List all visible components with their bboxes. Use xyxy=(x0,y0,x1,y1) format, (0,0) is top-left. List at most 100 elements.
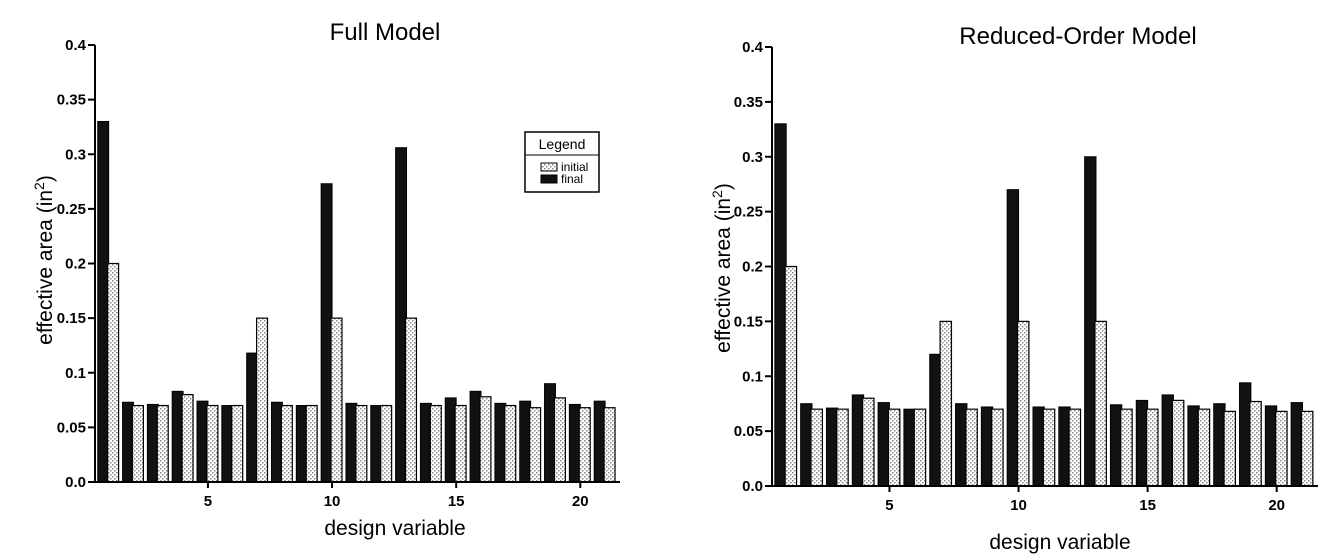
bar-initial xyxy=(529,407,542,483)
bar-final xyxy=(1006,189,1020,487)
bar-final xyxy=(221,405,234,483)
bar-final xyxy=(877,402,890,487)
bar-initial xyxy=(1016,320,1030,487)
bar-final xyxy=(1058,406,1071,487)
bar-final xyxy=(270,401,283,483)
bar-initial xyxy=(454,404,467,483)
bar-initial xyxy=(1171,399,1185,487)
y-tick-label: 0.2 xyxy=(65,256,86,273)
bar-final xyxy=(1290,402,1304,487)
y-tick-label: 0.15 xyxy=(734,313,763,330)
legend-swatch-initial xyxy=(540,162,558,172)
bar-initial xyxy=(280,404,293,483)
bar-final xyxy=(196,400,209,483)
bar-final xyxy=(1264,405,1278,487)
x-axis-title: design variable xyxy=(989,531,1130,554)
chart-title: Reduced-Order Model xyxy=(959,23,1196,50)
bar-final xyxy=(320,183,333,483)
bar-final xyxy=(246,352,259,483)
bar-initial xyxy=(1197,408,1211,487)
y-tick-label: 0.05 xyxy=(57,419,86,436)
bar-initial xyxy=(1223,410,1237,487)
bar-initial xyxy=(603,407,616,483)
bar-initial xyxy=(836,408,849,487)
chart-full-model: Full Model design variable effective are… xyxy=(31,19,620,540)
x-tick-label: 15 xyxy=(1139,497,1156,514)
bar-initial xyxy=(784,265,798,487)
x-tick-label: 20 xyxy=(1268,497,1285,514)
bar-initial xyxy=(939,320,953,487)
y-axis-title-sup: 2 xyxy=(709,190,725,198)
x-tick-label: 10 xyxy=(1010,497,1027,514)
y-tick-label: 0.1 xyxy=(65,365,86,382)
bar-initial xyxy=(479,396,492,483)
y-tick-label: 0.2 xyxy=(742,259,763,276)
bar-final xyxy=(97,120,110,483)
bar-initial xyxy=(1120,408,1133,487)
bar-initial xyxy=(429,404,442,483)
bar-initial xyxy=(206,404,219,483)
y-axis-title-close: ) xyxy=(712,183,735,190)
y-tick-label: 0.35 xyxy=(57,92,86,109)
x-ticks: 5 10 15 20 xyxy=(885,486,1285,514)
bar-initial xyxy=(107,262,120,483)
bar-final xyxy=(419,402,432,483)
bar-final xyxy=(469,390,482,483)
legend-swatch-final xyxy=(540,174,558,184)
x-tick-label: 15 xyxy=(448,493,465,510)
bar-final xyxy=(851,394,865,487)
bar-initial xyxy=(1042,408,1056,487)
y-tick-label: 0.1 xyxy=(742,368,763,385)
bar-final xyxy=(593,400,606,483)
bar-initial xyxy=(1068,408,1082,487)
bar-initial xyxy=(1249,400,1262,487)
y-axis-title: effective area (in2) xyxy=(31,175,57,345)
bar-initial xyxy=(1094,320,1107,487)
y-tick-label: 0.25 xyxy=(57,201,86,218)
bar-final xyxy=(800,403,813,487)
y-tick-label: 0.05 xyxy=(734,423,763,440)
y-tick-label: 0.0 xyxy=(742,478,763,495)
bar-initial xyxy=(156,404,169,483)
y-tick-label: 0.15 xyxy=(57,310,86,327)
bar-initial xyxy=(810,408,823,487)
y-axis-title: effective area (in2) xyxy=(709,183,735,353)
bar-initial xyxy=(913,408,927,487)
bar-initial xyxy=(504,404,517,483)
bar-initial xyxy=(305,404,318,483)
legend-label-final: final xyxy=(561,172,583,186)
bar-final xyxy=(1109,404,1123,487)
bar-initial xyxy=(181,394,194,483)
x-axis-title: design variable xyxy=(324,517,465,540)
bar-final xyxy=(1135,399,1149,487)
bar-final xyxy=(825,407,839,487)
bar-final xyxy=(519,400,532,483)
legend-label-initial: initial xyxy=(561,160,588,174)
bar-final xyxy=(568,403,581,483)
bar-final xyxy=(494,402,507,483)
y-tick-label: 0.25 xyxy=(734,204,763,221)
y-axis-title-main: effective area (in xyxy=(34,190,57,345)
y-axis-title-close: ) xyxy=(34,175,57,182)
bar-final xyxy=(1032,406,1045,487)
y-tick-label: 0.4 xyxy=(742,39,764,56)
bar-final xyxy=(395,147,408,483)
x-ticks: 5 10 15 20 xyxy=(204,482,589,510)
bar-final xyxy=(171,390,184,483)
chart-reduced-order-model: Reduced-Order Model design variable effe… xyxy=(709,23,1318,554)
bar-final xyxy=(544,383,556,483)
bar-final xyxy=(370,405,383,483)
bar-initial xyxy=(131,404,144,483)
bar-initial xyxy=(1146,408,1159,487)
bar-initial xyxy=(330,317,343,483)
legend: Legend initial final xyxy=(524,131,600,193)
bar-initial xyxy=(553,397,566,483)
y-tick-label: 0.4 xyxy=(65,37,87,54)
bar-final xyxy=(295,405,308,483)
y-ticks: 0.0 0.05 0.1 0.15 0.2 0.25 0.3 0.35 0.4 xyxy=(734,39,772,495)
bar-initial xyxy=(231,404,244,483)
bar-initial xyxy=(578,407,591,483)
y-axis-title-main: effective area (in xyxy=(712,198,735,353)
chart-title: Full Model xyxy=(330,19,441,46)
